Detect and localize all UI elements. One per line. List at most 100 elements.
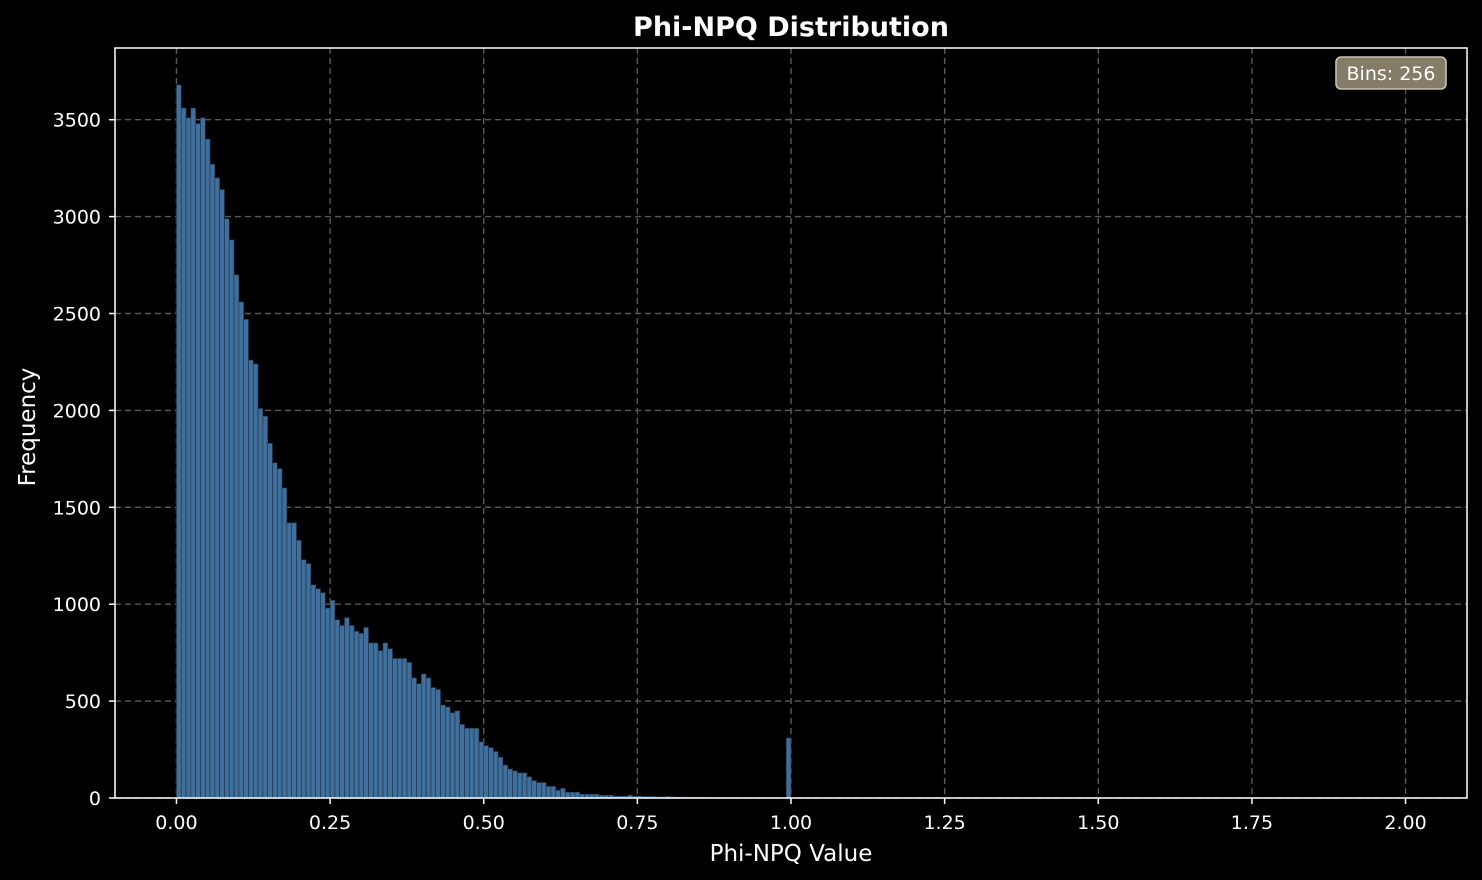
- y-tick-label: 2500: [53, 304, 101, 326]
- histogram-bar: [512, 770, 518, 799]
- x-tick-label: 0.50: [463, 812, 505, 834]
- histogram-bar: [190, 107, 196, 799]
- histogram-bar: [478, 741, 485, 799]
- histogram-bar: [526, 776, 533, 799]
- histogram-bar: [353, 631, 360, 799]
- histogram-bar: [320, 592, 326, 799]
- histogram-bar: [348, 625, 355, 799]
- histogram-bar: [445, 706, 451, 799]
- histogram-bar: [185, 117, 192, 799]
- x-axis-label: Phi-NPQ Value: [710, 841, 873, 867]
- histogram-bar: [224, 218, 230, 799]
- histogram-bar: [440, 704, 446, 799]
- histogram-bar: [521, 772, 528, 799]
- histogram-bar: [392, 658, 398, 799]
- histogram-bar: [315, 588, 321, 799]
- histogram-bar: [373, 642, 379, 799]
- histogram-bar: [425, 677, 432, 799]
- y-tick-label: 3500: [53, 110, 101, 132]
- histogram-bar: [550, 786, 557, 799]
- histogram-bar: [416, 683, 422, 799]
- histogram-bar: [507, 768, 513, 799]
- bins-annotation: Bins: 256: [1335, 56, 1447, 90]
- histogram-bar: [334, 619, 340, 799]
- bins-annotation-box: [1335, 56, 1447, 90]
- histogram-bar: [449, 712, 456, 799]
- x-tick-label: 1.50: [1077, 812, 1119, 834]
- y-axis-label: Frequency: [15, 368, 41, 487]
- histogram-bar: [204, 138, 211, 799]
- histogram-bar: [541, 782, 547, 799]
- y-tick-label: 1000: [53, 594, 101, 616]
- histogram-bar: [488, 747, 494, 799]
- y-tick-label: 0: [89, 788, 101, 810]
- histogram-bar: [214, 177, 220, 799]
- x-tick-label: 0.00: [155, 812, 197, 834]
- histogram-bar: [305, 563, 312, 799]
- x-tick-label: 1.25: [923, 812, 965, 834]
- histogram-bar: [464, 727, 470, 799]
- histogram-bar: [176, 84, 182, 799]
- x-tick-label: 1.00: [770, 812, 812, 834]
- histogram-bar: [377, 650, 384, 799]
- y-tick-label: 3000: [53, 207, 101, 229]
- histogram-bar: [209, 163, 216, 799]
- histogram-bar: [363, 627, 369, 799]
- histogram-bar: [200, 117, 206, 799]
- histogram-bar: [238, 301, 244, 799]
- histogram-bar: [257, 408, 264, 799]
- histogram-bar: [469, 727, 475, 799]
- histogram-bar: [324, 607, 331, 799]
- histogram-bar: [574, 791, 581, 799]
- histogram-bar: [276, 468, 283, 799]
- y-axis-ticks: 0 500 1000 1500 2000 2500 3000 3500: [53, 110, 115, 810]
- histogram-bar: [473, 727, 480, 799]
- histogram-bar: [454, 710, 461, 799]
- y-tick-label: 2000: [53, 400, 101, 422]
- histogram-bar: [233, 274, 240, 799]
- histogram-bar: [785, 737, 792, 799]
- histogram-bar: [344, 617, 350, 799]
- x-tick-label: 0.25: [309, 812, 351, 834]
- histogram-bar: [368, 642, 374, 799]
- y-tick-label: 500: [65, 691, 101, 713]
- histogram-bar: [296, 539, 302, 799]
- histogram-bars: [176, 84, 792, 799]
- histogram-bar: [339, 625, 345, 799]
- histogram-bar: [262, 415, 268, 799]
- histogram-bar: [421, 673, 427, 799]
- histogram-bar: [430, 687, 437, 799]
- histogram-bar: [329, 600, 336, 799]
- y-tick-label: 1500: [53, 497, 101, 519]
- chart-title: Phi-NPQ Distribution: [633, 12, 949, 43]
- x-tick-label: 1.75: [1231, 812, 1273, 834]
- histogram-bar: [411, 677, 417, 799]
- bins-annotation-text: Bins: 256: [1347, 63, 1436, 85]
- histogram-bar: [281, 487, 288, 799]
- histogram-bar: [286, 522, 292, 799]
- histogram-bar: [252, 363, 259, 799]
- histogram-bar: [497, 757, 504, 799]
- histogram-bar: [560, 788, 566, 799]
- x-axis-ticks: 0.00 0.25 0.50 0.75 1.00 1.25 1.50 1.75 2.00: [155, 798, 1427, 834]
- histogram-bar: [401, 658, 408, 799]
- histogram-bar: [267, 443, 273, 799]
- histogram-bar: [397, 658, 403, 799]
- histogram-bar: [517, 772, 523, 799]
- histogram-bar: [483, 745, 489, 799]
- x-tick-label: 2.00: [1384, 812, 1426, 834]
- histogram-bar: [358, 632, 364, 799]
- histogram-bar: [536, 782, 542, 799]
- histogram-bar: [382, 642, 389, 799]
- histogram-bar: [291, 522, 297, 799]
- histogram-bar: [459, 724, 465, 799]
- histogram-bar: [531, 780, 537, 799]
- histogram-bar: [555, 789, 561, 799]
- histogram-bar: [569, 791, 576, 799]
- histogram-bar: [310, 584, 316, 799]
- histogram-bar: [406, 662, 413, 799]
- histogram-bar: [195, 123, 201, 799]
- histogram-bar: [565, 791, 571, 799]
